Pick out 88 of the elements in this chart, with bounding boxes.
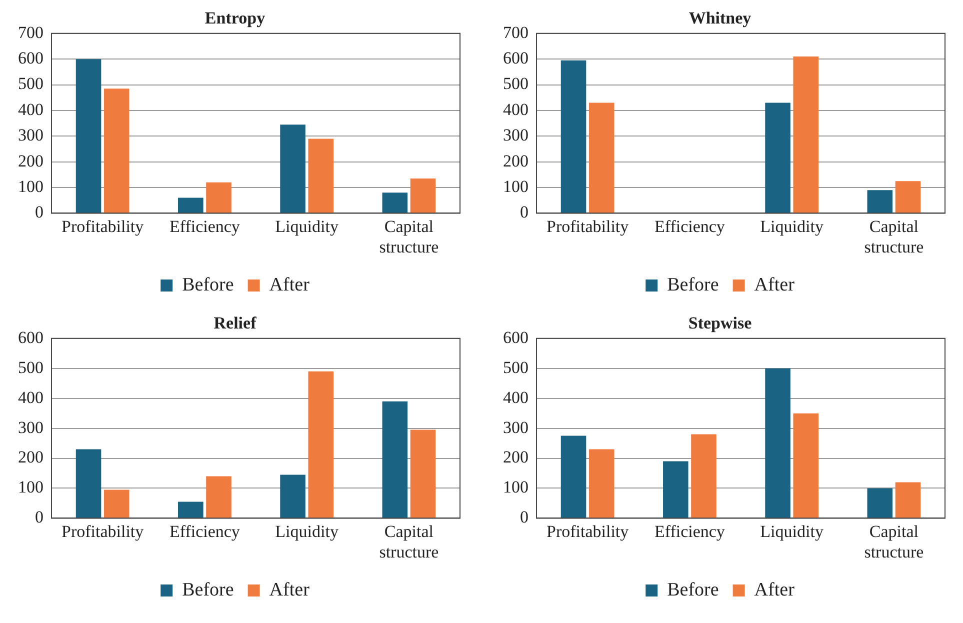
y-tick-label: 300 — [18, 418, 44, 437]
bar — [410, 430, 436, 518]
y-tick-label: 400 — [18, 100, 44, 119]
y-tick-label: 0 — [520, 202, 528, 222]
bar — [867, 190, 893, 213]
legend-label: Before — [182, 274, 234, 296]
x-tick-label: Liquidity — [760, 522, 824, 541]
y-tick-label: 600 — [18, 48, 44, 68]
y-tick-label: 700 — [503, 22, 528, 42]
y-tick-label: 100 — [18, 478, 44, 497]
y-tick-label: 400 — [503, 388, 528, 407]
bar — [76, 59, 102, 213]
legend-label: After — [269, 579, 310, 600]
y-tick-label: 300 — [503, 418, 528, 437]
x-tick-label: Liquidity — [275, 216, 339, 236]
x-tick-label: Efficiency — [169, 522, 240, 541]
legend-label: After — [269, 274, 310, 296]
legend-label: After — [754, 274, 796, 296]
chart-title: Stepwise — [688, 314, 752, 333]
bar — [765, 102, 790, 213]
chart-title: Entropy — [204, 8, 266, 28]
y-tick-label: 600 — [503, 328, 528, 347]
bar — [76, 449, 102, 518]
bar — [663, 461, 688, 518]
bar — [206, 182, 232, 213]
y-tick-label: 100 — [503, 176, 528, 196]
y-tick-label: 100 — [503, 478, 528, 497]
bar — [178, 198, 204, 213]
y-tick-label: 500 — [503, 74, 528, 94]
bar — [588, 102, 614, 213]
x-tick-label: Capital structure — [864, 216, 924, 256]
bar — [280, 474, 306, 518]
y-tick-label: 600 — [503, 48, 528, 68]
bar — [382, 192, 408, 213]
x-tick-label: Capital structure — [379, 216, 439, 256]
y-tick-label: 300 — [503, 126, 528, 145]
bar — [895, 181, 921, 213]
y-tick-label: 400 — [503, 100, 528, 119]
y-tick-label: 0 — [520, 508, 528, 527]
bar — [280, 124, 306, 213]
y-tick-label: 100 — [18, 176, 44, 196]
bar — [588, 449, 614, 518]
y-tick-label: 200 — [18, 151, 44, 170]
y-tick-label: 200 — [18, 448, 44, 467]
chart-title: Relief — [214, 314, 257, 333]
bar — [895, 482, 921, 518]
y-tick-label: 200 — [503, 448, 528, 467]
y-tick-label: 500 — [18, 358, 44, 377]
bar — [793, 56, 818, 213]
y-tick-label: 500 — [18, 74, 44, 94]
bar — [793, 413, 818, 518]
bar — [178, 502, 204, 518]
bar — [867, 488, 893, 518]
bar — [691, 434, 716, 518]
y-tick-label: 500 — [503, 358, 528, 377]
x-tick-label: Capital structure — [864, 522, 924, 562]
x-tick-label: Capital structure — [379, 522, 439, 562]
bar — [308, 371, 334, 518]
chart-title: Whitney — [688, 8, 752, 28]
bar — [104, 490, 130, 518]
legend-label: After — [754, 579, 796, 600]
x-tick-label: Efficiency — [169, 216, 240, 236]
bar — [206, 476, 232, 518]
y-tick-label: 700 — [18, 22, 44, 42]
y-tick-label: 0 — [35, 508, 44, 527]
x-tick-label: Profitability — [61, 216, 144, 236]
legend-label: Before — [182, 579, 234, 600]
y-tick-label: 400 — [18, 388, 44, 407]
bar — [104, 88, 130, 213]
x-tick-label: Efficiency — [654, 216, 726, 236]
bar — [560, 60, 586, 213]
legend-label: Before — [667, 579, 719, 600]
bar — [410, 178, 436, 213]
y-tick-label: 0 — [35, 202, 44, 222]
x-tick-label: Efficiency — [654, 522, 726, 541]
y-tick-label: 300 — [18, 126, 44, 145]
bar — [308, 138, 334, 213]
x-tick-label: Profitability — [546, 216, 630, 236]
bar — [382, 401, 408, 518]
bar — [560, 436, 586, 518]
x-tick-label: Profitability — [61, 522, 144, 541]
x-tick-label: Liquidity — [760, 216, 824, 236]
y-tick-label: 200 — [503, 151, 528, 170]
legend-label: Before — [667, 274, 719, 296]
y-tick-label: 600 — [18, 328, 44, 347]
x-tick-label: Liquidity — [275, 522, 339, 541]
bar — [765, 368, 790, 518]
x-tick-label: Profitability — [546, 522, 630, 541]
